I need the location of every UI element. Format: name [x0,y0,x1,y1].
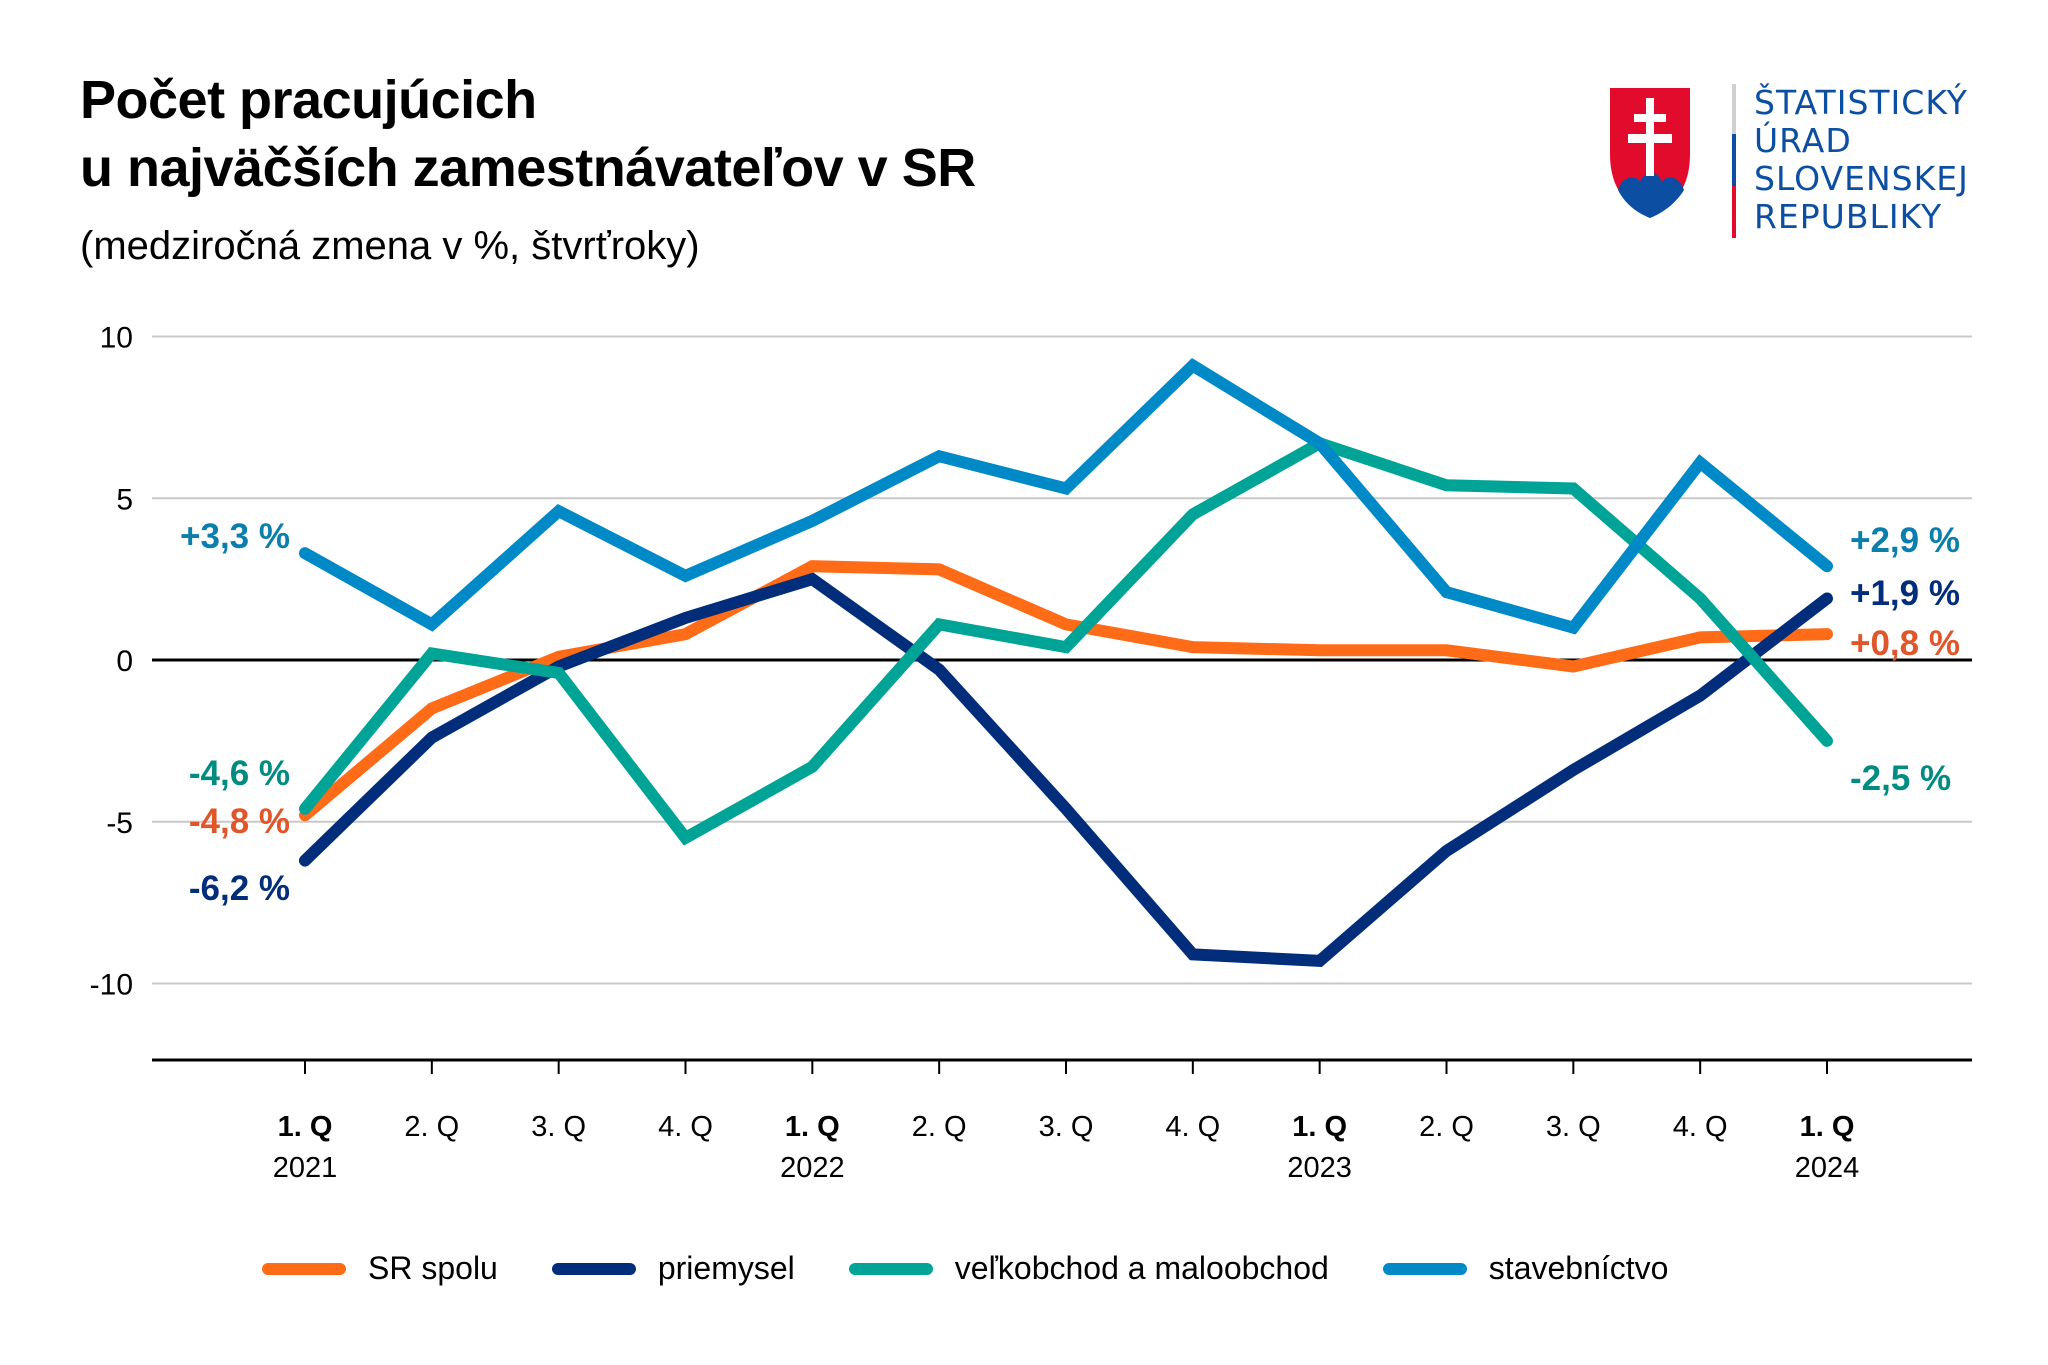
logo-line-2: ÚRAD [1754,121,1852,160]
logo-line-3: SLOVENSKEJ [1754,159,1969,198]
x-tick-label: 4. Q [1165,1111,1220,1143]
logo-line-1: ŠTATISTICKÝ [1754,83,1968,122]
x-tick-label: 3. Q [1546,1111,1601,1143]
series-line-3 [299,358,1833,635]
x-tick-label: 1. Q [785,1111,840,1143]
start-value-label: +3,3 % [180,517,290,556]
legend-item: veľkobchod a maloobchod [848,1250,1329,1287]
x-tick-label: 3. Q [1039,1111,1094,1143]
series-line-1 [299,572,1833,968]
end-value-label: -2,5 % [1850,759,1951,798]
x-tick-label: 1. Q [1800,1111,1855,1143]
legend-item: priemysel [551,1250,795,1287]
x-tick-label: 2. Q [912,1111,967,1143]
legend-swatch-icon [551,1262,636,1275]
title-line-1: Počet pracujúcich [80,70,537,130]
y-tick-label: 5 [116,483,133,516]
legend: SR spolu priemysel veľkobchod a maloobchod… [262,1250,1722,1287]
legend-label: priemysel [657,1250,795,1286]
start-value-label: -4,8 % [189,802,290,841]
title-line-2: u najväčších zamestnávateľov v SR [80,138,976,198]
x-tick-label: 3. Q [531,1111,586,1143]
y-tick-label: 0 [116,645,133,678]
series-line-2 [299,436,1833,846]
line-chart: 10 5 0 -5 -10 1. Q 2021 2. Q 3. Q 4. Q 1. Q 2022 2. … [90,322,1972,1184]
legend-swatch-icon [1382,1262,1467,1275]
legend-swatch-icon [262,1262,346,1275]
chart-subtitle: (medziročná zmena v %, štvrťroky) [80,224,700,268]
y-tick-label: -10 [90,969,133,1002]
x-tick-label: 1. Q [1292,1111,1347,1143]
y-tick-label: -5 [106,807,133,840]
end-value-label: +2,9 % [1850,521,1960,560]
legend-item: stavebníctvo [1382,1250,1669,1287]
x-year-label: 2023 [1287,1152,1352,1184]
legend-label: veľkobchod a maloobchod [954,1250,1329,1286]
susr-logo: ŠTATISTICKÝ ÚRAD SLOVENSKEJ REPUBLIKY [1608,84,2008,244]
x-tick-label: 1. Q [278,1111,333,1143]
y-tick-label: 10 [100,322,133,355]
x-year-label: 2024 [1795,1152,1860,1184]
x-tick-label: 2. Q [404,1111,459,1143]
slovak-coat-of-arms-icon [1610,84,1736,238]
logo-text: ŠTATISTICKÝ ÚRAD SLOVENSKEJ REPUBLIKY [1754,84,1969,236]
end-value-label: +0,8 % [1850,624,1960,663]
legend-label: stavebníctvo [1488,1250,1669,1286]
x-tick-label: 2. Q [1419,1111,1474,1143]
start-value-label: -6,2 % [189,869,290,908]
x-year-label: 2021 [273,1152,338,1184]
legend-swatch-icon [848,1262,933,1275]
series-line-0 [299,560,1833,822]
x-tick-label: 4. Q [1673,1111,1728,1143]
end-value-label: +1,9 % [1850,574,1960,613]
logo-line-4: REPUBLIKY [1754,197,1943,236]
x-tick-label: 4. Q [658,1111,713,1143]
chart-title: Počet pracujúcich u najväčších zamestnáv… [80,66,976,202]
start-value-label: -4,6 % [189,754,290,793]
legend-label: SR spolu [368,1250,498,1286]
legend-item: SR spolu [262,1250,498,1287]
x-year-label: 2022 [780,1152,845,1184]
